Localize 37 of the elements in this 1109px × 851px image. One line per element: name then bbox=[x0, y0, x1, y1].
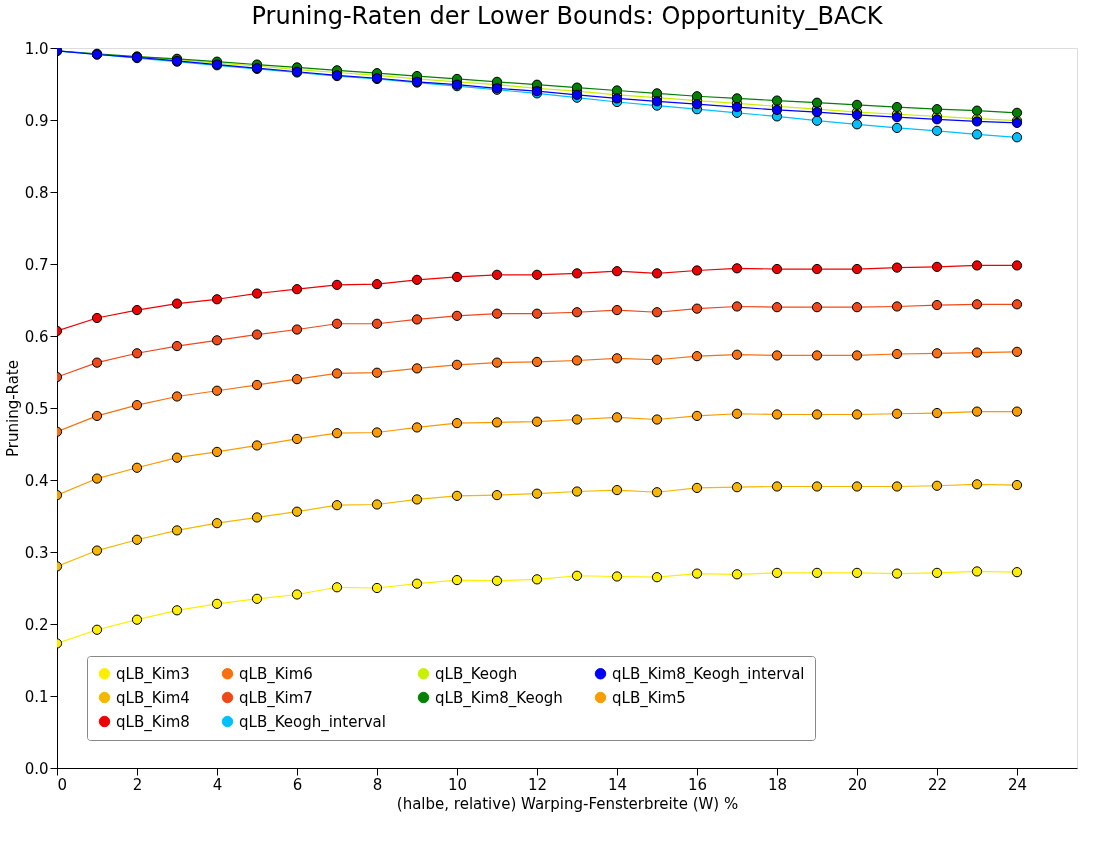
x-tick-label: 10 bbox=[447, 775, 468, 794]
y-tick-label: 0.0 bbox=[24, 759, 49, 778]
y-tick-label: 1.0 bbox=[24, 39, 49, 58]
legend-label: qLB_Kim3 bbox=[116, 664, 190, 684]
x-tick-label: 18 bbox=[767, 775, 788, 794]
x-tick-label: 8 bbox=[372, 775, 383, 794]
y-tick-label: 0.8 bbox=[24, 183, 49, 202]
x-tick-label: 16 bbox=[687, 775, 708, 794]
y-tick-label: 0.3 bbox=[24, 543, 49, 562]
y-tick-label: 0.9 bbox=[24, 111, 49, 130]
legend-label: qLB_Kim7 bbox=[239, 688, 313, 708]
legend-label: qLB_Keogh_interval bbox=[239, 712, 386, 732]
legend-label: qLB_Kim8_Keogh bbox=[435, 688, 563, 708]
legend-label: qLB_Kim6 bbox=[239, 664, 313, 684]
y-tick-label: 0.7 bbox=[24, 255, 49, 274]
chart-title: Pruning-Raten der Lower Bounds: Opportunity_BACK bbox=[251, 2, 884, 30]
x-tick-label: 20 bbox=[847, 775, 868, 794]
legend-label: qLB_Kim5 bbox=[612, 688, 686, 708]
y-tick-label: 0.5 bbox=[24, 399, 49, 418]
x-tick-label: 22 bbox=[927, 775, 948, 794]
x-tick-label: 6 bbox=[292, 775, 303, 794]
x-tick-label: 14 bbox=[607, 775, 628, 794]
legend-label: qLB_Kim8 bbox=[116, 712, 190, 732]
legend-label: qLB_Keogh bbox=[435, 664, 518, 684]
x-tick-label: 24 bbox=[1007, 775, 1028, 794]
y-tick-label: 0.2 bbox=[24, 615, 49, 634]
x-tick-label: 4 bbox=[212, 775, 223, 794]
x-tick-label: 12 bbox=[527, 775, 548, 794]
legend-label: qLB_Kim8_Keogh_interval bbox=[612, 664, 805, 684]
y-tick-label: 0.4 bbox=[24, 471, 49, 490]
x-tick-label: 2 bbox=[132, 775, 143, 794]
y-tick-label: 0.6 bbox=[24, 327, 49, 346]
y-axis-title: Pruning-Rate bbox=[3, 360, 22, 457]
legend-label: qLB_Kim4 bbox=[116, 688, 190, 708]
y-tick-label: 0.1 bbox=[24, 687, 49, 706]
x-tick-label: 0 bbox=[57, 775, 68, 794]
x-axis-title: (halbe, relative) Warping-Fensterbreite (W) % bbox=[396, 794, 739, 813]
